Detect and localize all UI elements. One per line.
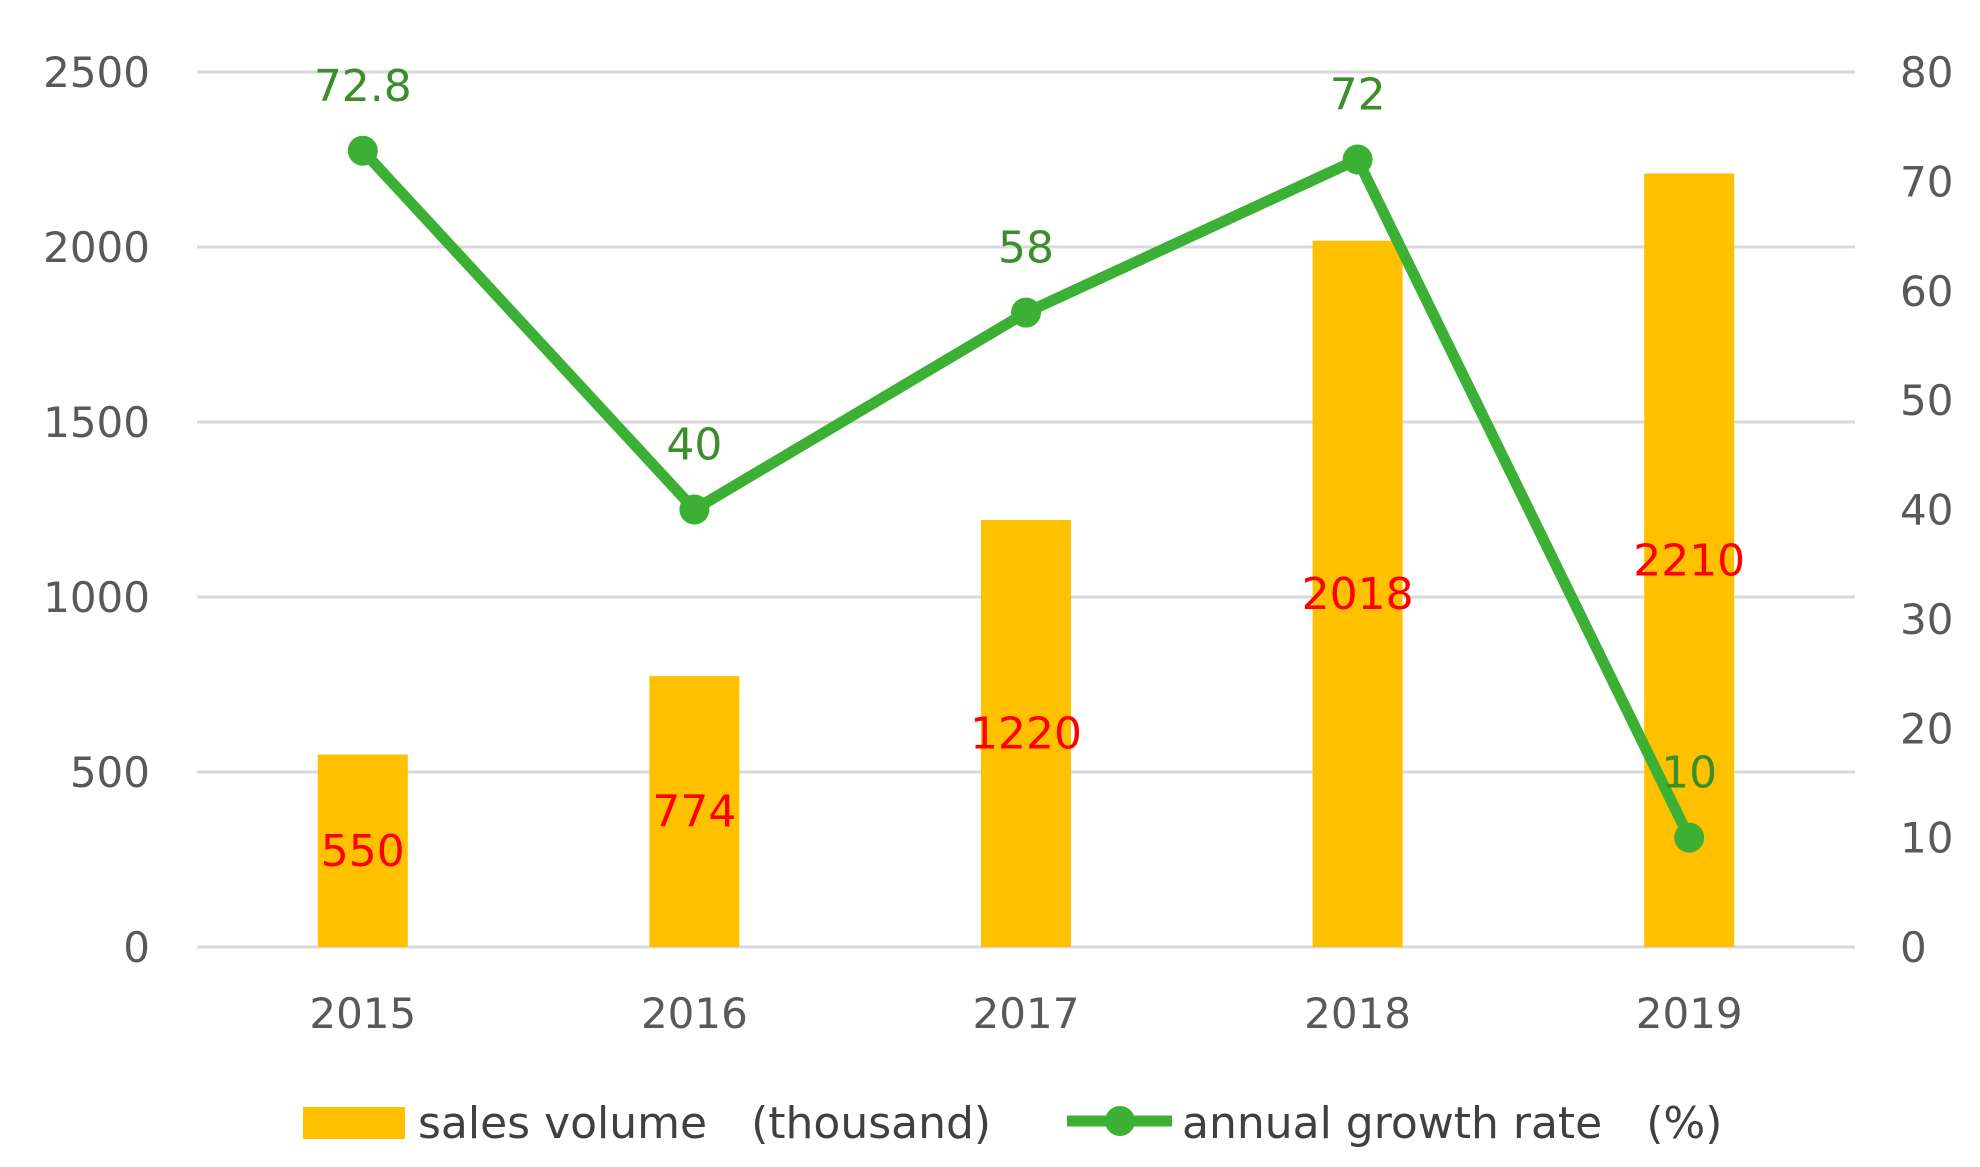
bar (317, 754, 408, 947)
bar-value-label: 2210 (1633, 535, 1745, 586)
legend-line-label: annual growth rate (%) (1182, 1098, 1722, 1149)
left-tick-label: 2500 (43, 48, 150, 97)
bar-value-label: 550 (321, 826, 405, 877)
right-tick-label: 60 (1900, 267, 1953, 316)
bar-series (317, 173, 1735, 947)
bar-value-label: 2018 (1302, 569, 1414, 620)
right-tick-label: 10 (1900, 814, 1953, 863)
x-tick-label: 2015 (309, 989, 416, 1038)
right-axis-ticks: 0 10 20 30 40 50 60 70 80 (1900, 48, 1953, 972)
line-marker (679, 494, 710, 525)
left-tick-label: 2000 (43, 223, 150, 272)
right-tick-label: 30 (1900, 595, 1953, 644)
x-tick-label: 2018 (1304, 989, 1411, 1038)
left-tick-label: 1000 (43, 573, 150, 622)
legend-bar-swatch (303, 1107, 405, 1139)
line-marker (1011, 297, 1041, 328)
left-axis-ticks: 0 500 1000 1500 2000 2500 (43, 48, 150, 972)
line-marker (1674, 822, 1705, 853)
legend-bar-label: sales volume (thousand) (418, 1098, 991, 1149)
right-tick-label: 70 (1900, 157, 1953, 206)
bar-value-label: 1220 (970, 709, 1082, 760)
bar-value-label: 774 (652, 787, 736, 838)
left-tick-label: 1500 (43, 398, 150, 447)
left-tick-label: 0 (123, 923, 150, 972)
x-tick-label: 2019 (1636, 989, 1743, 1038)
right-tick-label: 20 (1900, 704, 1953, 753)
line-value-label: 58 (998, 223, 1054, 274)
right-tick-label: 80 (1900, 48, 1953, 97)
bar (1644, 173, 1735, 947)
x-axis-ticks: 2015 2016 2017 2018 2019 (309, 989, 1742, 1038)
line-value-label: 72.8 (314, 61, 412, 112)
line-series (347, 135, 1705, 853)
x-tick-label: 2016 (641, 989, 748, 1038)
bar (649, 676, 740, 947)
line-value-label: 40 (666, 420, 722, 471)
right-tick-label: 40 (1900, 486, 1953, 535)
line-marker (1342, 144, 1373, 175)
line-marker (347, 135, 378, 166)
line-value-label: 72 (1330, 70, 1386, 121)
x-tick-label: 2017 (973, 989, 1080, 1038)
bar-data-labels: 550 774 1220 2018 2210 (321, 535, 1745, 877)
line-value-label: 10 (1661, 748, 1717, 799)
bar (981, 520, 1071, 947)
right-tick-label: 0 (1900, 923, 1927, 972)
legend-line-marker (1105, 1106, 1135, 1136)
legend: sales volume (thousand) annual growth ra… (303, 1098, 1722, 1149)
left-tick-label: 500 (70, 748, 150, 797)
bar (1312, 240, 1403, 947)
line-data-labels: 72.8 40 58 72 10 (314, 61, 1717, 799)
right-tick-label: 50 (1900, 376, 1953, 425)
